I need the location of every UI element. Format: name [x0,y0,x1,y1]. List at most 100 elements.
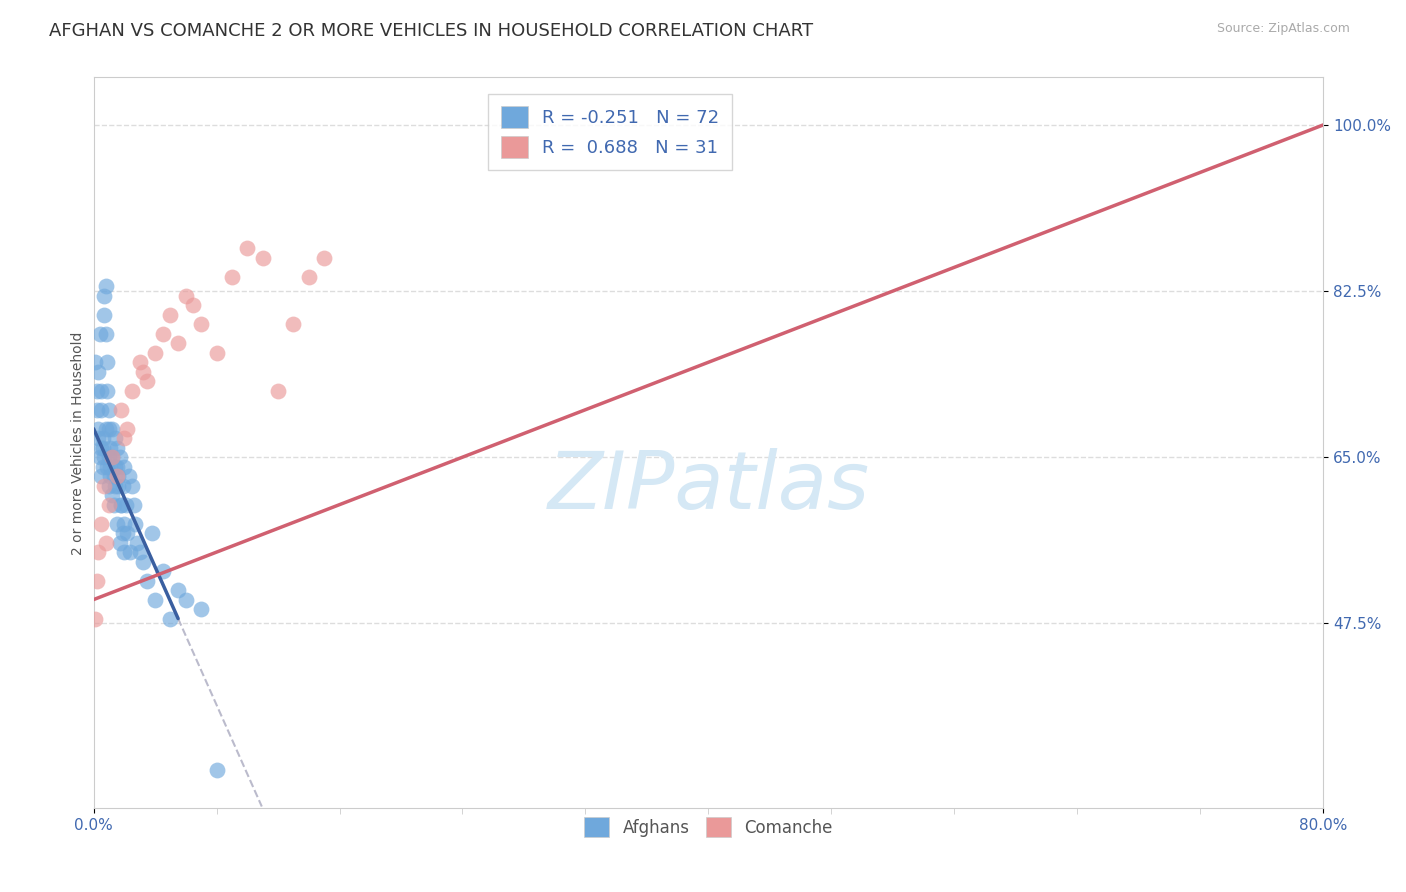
Point [125,535,148,549]
Point [112,516,135,531]
Point [117,526,139,541]
Point [143,345,166,359]
Point [159,308,181,322]
Point [105,469,128,483]
Point [107,469,129,483]
Point [121,478,143,492]
Point [221,269,243,284]
Point [104,459,127,474]
Point [90,516,112,531]
Text: ZIPatlas: ZIPatlas [547,448,869,525]
Point [93,450,115,465]
Point [105,459,128,474]
Point [124,516,146,531]
Point [298,269,321,284]
Point [97,402,120,417]
Point [96,459,118,474]
Legend: Afghans, Comanche: Afghans, Comanche [578,810,839,844]
Point [141,526,163,541]
Point [104,431,127,445]
Point [108,535,131,549]
Point [104,478,127,492]
Point [107,478,129,492]
Y-axis label: 2 or more Vehicles in Household: 2 or more Vehicles in Household [72,331,86,555]
Point [84,355,107,369]
Point [174,289,197,303]
Point [93,308,115,322]
Point [96,355,118,369]
Point [90,402,112,417]
Point [84,611,107,625]
Point [132,555,155,569]
Point [94,279,117,293]
Point [87,545,110,559]
Point [91,459,114,474]
Point [96,384,118,398]
Point [314,251,336,265]
Point [87,431,110,445]
Point [152,326,174,341]
Point [110,498,132,512]
Point [86,384,108,398]
Point [159,611,181,625]
Point [110,402,132,417]
Point [87,365,110,379]
Point [89,450,111,465]
Point [86,574,108,588]
Point [112,545,135,559]
Point [283,318,305,332]
Point [112,431,135,445]
Point [267,384,290,398]
Point [252,251,274,265]
Point [103,469,125,483]
Point [128,355,150,369]
Point [190,602,212,616]
Point [97,450,120,465]
Point [105,516,128,531]
Point [111,526,134,541]
Point [174,592,197,607]
Text: AFGHAN VS COMANCHE 2 OR MORE VEHICLES IN HOUSEHOLD CORRELATION CHART: AFGHAN VS COMANCHE 2 OR MORE VEHICLES IN… [49,22,813,40]
Point [97,422,120,436]
Point [152,564,174,578]
Point [136,574,159,588]
Point [112,459,135,474]
Point [97,498,120,512]
Point [167,336,190,351]
Point [205,345,228,359]
Point [143,592,166,607]
Point [103,498,125,512]
Point [100,469,122,483]
Point [93,478,115,492]
Point [167,583,190,598]
Point [100,459,122,474]
Point [93,289,115,303]
Point [91,431,114,445]
Point [100,441,122,455]
Text: Source: ZipAtlas.com: Source: ZipAtlas.com [1216,22,1350,36]
Point [117,422,139,436]
Point [86,402,108,417]
Point [101,422,124,436]
Point [90,384,112,398]
Point [94,326,117,341]
Point [132,365,155,379]
Point [120,545,142,559]
Point [90,441,112,455]
Point [89,326,111,341]
Point [105,441,128,455]
Point [111,478,134,492]
Point [101,450,124,465]
Point [87,422,110,436]
Point [122,498,145,512]
Point [205,764,228,778]
Point [94,422,117,436]
Point [101,450,124,465]
Point [90,469,112,483]
Point [94,535,117,549]
Point [97,478,120,492]
Point [118,469,141,483]
Point [128,545,150,559]
Point [136,374,159,388]
Point [110,498,132,512]
